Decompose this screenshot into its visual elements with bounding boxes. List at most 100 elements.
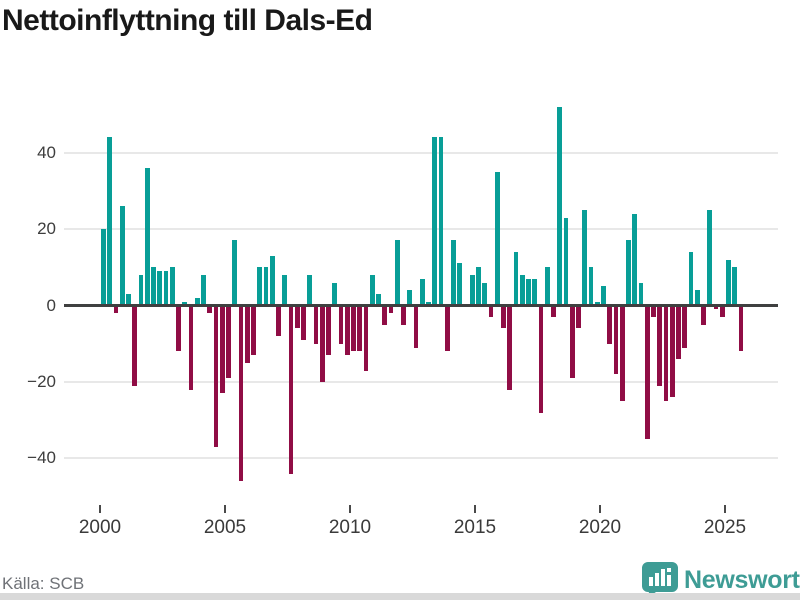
bar-2017Q1	[526, 278, 531, 306]
x-axis-label-2015: 2015	[453, 517, 497, 538]
bar-2003Q3	[188, 305, 194, 390]
newsworthy-wordmark: Newsworthy	[684, 566, 800, 594]
bar-2002Q2	[157, 271, 163, 306]
bar-2009Q1	[326, 305, 331, 356]
bar-2001Q4	[144, 167, 150, 306]
bar-2001Q2	[132, 305, 138, 386]
zero-axis-line	[64, 304, 778, 307]
bar-2010Q2	[357, 305, 363, 352]
bar-2018Q1	[551, 305, 556, 317]
bar-2005Q3	[238, 305, 244, 482]
bar-2018Q3	[563, 217, 569, 306]
bar-2011Q3	[388, 305, 394, 314]
y-axis-label--20: −20	[27, 371, 56, 391]
bar-2009Q4	[344, 305, 350, 356]
x-axis-label-2010: 2010	[328, 517, 372, 538]
bar-2014Q4	[469, 274, 475, 306]
x-tick-2020	[599, 505, 601, 513]
bar-2000Q2	[107, 137, 113, 306]
x-axis-label-2005: 2005	[203, 517, 247, 538]
bar-2020Q3	[613, 305, 619, 375]
bar-2022Q2	[657, 305, 663, 386]
bar-2015Q1	[476, 267, 481, 306]
bar-2022Q4	[669, 305, 675, 398]
bar-2013Q3	[438, 137, 444, 306]
bar-2023Q1	[676, 305, 681, 360]
bar-2000Q1	[101, 229, 106, 306]
y-axis-label-20: 20	[37, 219, 56, 238]
bar-2011Q4	[394, 240, 400, 306]
bar-2023Q2	[682, 305, 688, 348]
bottom-edge-strip	[0, 593, 800, 600]
bar-2020Q1	[601, 286, 606, 306]
bar-2019Q1	[576, 305, 581, 329]
bar-2006Q1	[251, 305, 256, 356]
bar-2020Q2	[607, 305, 613, 344]
x-axis-label-2000: 2000	[78, 517, 122, 538]
bar-2009Q3	[338, 305, 344, 344]
x-tick-2015	[474, 505, 476, 513]
bar-2002Q1	[151, 267, 156, 306]
bar-2024Q3	[713, 305, 719, 310]
bar-2003Q2	[182, 301, 188, 306]
bar-2021Q4	[644, 305, 650, 440]
bar-2012Q3	[413, 305, 419, 348]
bar-2022Q1	[651, 305, 656, 317]
bar-2006Q3	[263, 267, 269, 306]
bar-2013Q1	[426, 301, 431, 306]
x-tick-2000	[99, 505, 101, 513]
bar-2000Q3	[113, 305, 119, 314]
bar-2012Q4	[419, 278, 425, 306]
bar-2015Q2	[482, 282, 488, 306]
bar-2023Q4	[694, 290, 700, 306]
y-axis-label-40: 40	[37, 142, 56, 162]
bar-2017Q4	[544, 267, 550, 306]
bar-2021Q1	[626, 240, 631, 306]
bar-2025Q1	[726, 259, 731, 306]
x-axis-label-2020: 2020	[578, 517, 622, 538]
bar-2010Q3	[363, 305, 369, 371]
gridline--40	[64, 457, 778, 460]
bar-2019Q2	[582, 209, 588, 306]
bar-2006Q2	[257, 267, 263, 306]
bar-2017Q3	[538, 305, 544, 413]
bar-2001Q1	[126, 294, 131, 306]
newsworthy-logo[interactable]: Newsworthy	[640, 560, 800, 598]
bar-2019Q4	[594, 301, 600, 306]
bar-2024Q2	[707, 209, 713, 306]
bar-2019Q3	[588, 267, 594, 306]
gridline-40	[64, 151, 778, 154]
bar-2016Q2	[507, 305, 513, 390]
bar-2008Q3	[313, 305, 319, 344]
bar-2008Q2	[307, 274, 313, 306]
bar-2025Q2	[732, 267, 738, 306]
y-axis-label--40: −40	[27, 448, 56, 468]
bar-2012Q2	[407, 290, 413, 306]
bar-2003Q1	[176, 305, 181, 352]
bar-2011Q2	[382, 305, 388, 325]
bar-2024Q1	[701, 305, 706, 325]
bar-2021Q3	[638, 282, 644, 306]
x-tick-2005	[224, 505, 226, 513]
bar-2017Q2	[532, 278, 538, 306]
bar-2010Q1	[351, 305, 356, 352]
bar-2018Q2	[557, 106, 563, 306]
bar-2002Q3	[163, 271, 169, 306]
bar-2015Q3	[488, 305, 494, 317]
bar-2012Q1	[401, 305, 406, 325]
bar-2010Q4	[369, 274, 375, 306]
x-tick-2010	[349, 505, 351, 513]
bar-2025Q3	[738, 305, 744, 352]
bar-2005Q2	[232, 240, 238, 306]
bar-2011Q1	[376, 294, 381, 306]
bar-2004Q3	[213, 305, 219, 447]
source-label: Källa: SCB	[2, 574, 85, 593]
bar-2005Q1	[226, 305, 231, 379]
bar-2005Q4	[244, 305, 250, 363]
bar-2007Q2	[282, 274, 288, 306]
bar-2003Q4	[194, 297, 200, 306]
bar-2014Q2	[457, 263, 463, 306]
bar-2004Q2	[207, 305, 213, 314]
gridline-20	[64, 228, 778, 230]
